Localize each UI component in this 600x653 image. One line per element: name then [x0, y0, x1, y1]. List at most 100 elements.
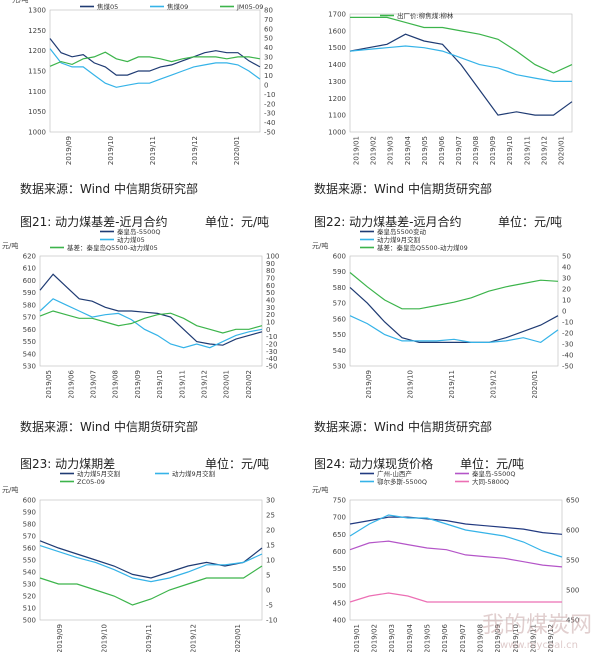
- series-line: [349, 540, 563, 568]
- series-line: [39, 273, 263, 346]
- y-tick-label: 600: [333, 548, 346, 556]
- source-text: 数据来源：Wind 中信期货研究部: [314, 420, 492, 434]
- x-tick-label: 2019/10: [406, 370, 414, 398]
- y2-tick-label: 40: [562, 264, 571, 272]
- y-tick-label: 590: [333, 268, 346, 276]
- x-tick-label: 2019/11: [448, 370, 456, 398]
- chart-unit: 单位：元/吨: [205, 457, 270, 471]
- y2-tick-label: 450: [566, 617, 579, 625]
- y-tick-label: 620: [23, 253, 36, 261]
- y-tick-label: 580: [23, 301, 36, 309]
- chart-c1: 元/吨1000105011001150120012501300-50-40-30…: [12, 0, 275, 165]
- legend-label: ZC05-09: [77, 478, 105, 486]
- plot-frame: [349, 13, 573, 133]
- y2-tick-label: 20: [266, 311, 275, 319]
- series-line: [49, 51, 261, 67]
- y-tick-label: 530: [23, 581, 36, 589]
- x-tick-label: 2019/07: [455, 136, 463, 165]
- x-tick-label: 2019/01: [353, 624, 361, 652]
- chart-title: 图24: 动力煤现货价格: [314, 457, 434, 471]
- y2-tick-label: 0: [266, 587, 270, 595]
- y2-tick-label: 10: [266, 319, 275, 327]
- x-tick-label: 2019/02: [371, 624, 379, 652]
- y-tick-label: 1250: [28, 27, 46, 35]
- y-tick-label: 540: [23, 569, 36, 577]
- y2-tick-label: 50: [266, 289, 275, 297]
- y-tick-label: 520: [23, 593, 36, 601]
- y-tick-label: 1200: [28, 47, 46, 55]
- y-tick-label: 700: [333, 514, 346, 522]
- y2-tick-label: -5: [266, 602, 273, 610]
- y-tick-label: 500: [23, 617, 36, 625]
- series-line: [349, 286, 559, 344]
- y-tick-label: 750: [333, 497, 346, 505]
- y2-tick-label: -30: [266, 348, 277, 356]
- y-tick-label: 550: [23, 338, 36, 346]
- series-line: [349, 592, 562, 603]
- chart-c2: 1000 1100 1200 1300 1400 1500 1600 1700 2019/01 2…: [328, 11, 573, 165]
- watermark-url: www.mycoal.cn: [500, 640, 578, 651]
- y2-tick-label: -50: [562, 363, 573, 371]
- series-line: [349, 272, 559, 310]
- series-line: [49, 48, 261, 88]
- y-tick-label: 1150: [28, 68, 46, 76]
- legend-label: 动力煤9月交割: [172, 470, 216, 478]
- plot-frame: [349, 255, 559, 367]
- series-line: [349, 516, 563, 535]
- y-tick-label: 580: [333, 284, 346, 292]
- y2-tick-label: 0: [562, 308, 566, 316]
- x-tick-label: 2019/09: [489, 136, 497, 165]
- y-tick-label: 500: [333, 582, 346, 590]
- legend-label: 动力煤9月交割: [377, 235, 421, 244]
- x-tick-label: 2019/10: [156, 370, 164, 398]
- x-tick-label: 2019/02: [370, 136, 378, 165]
- x-tick-label: 2019/12: [189, 624, 197, 652]
- x-tick-label: 2019/12: [540, 136, 548, 165]
- series-line: [349, 315, 559, 344]
- y-tick-label: 550: [333, 565, 346, 573]
- chart-unit: 单位：元/吨: [498, 215, 563, 229]
- legend-label: 动力煤5月交割: [77, 470, 121, 478]
- panel-c24: 图24: 动力煤现货价格 单位：元/吨 元/吨 400 450 500 550 600 65…: [300, 452, 600, 652]
- y2-tick-label: 0: [266, 326, 270, 334]
- chart-title: 图21: 动力煤基差-近月合约: [20, 215, 168, 229]
- x-tick-label: 2019/09: [134, 370, 142, 398]
- y-tick-label: 1000: [328, 129, 346, 137]
- y-tick-label: 1600: [328, 27, 346, 35]
- y2-tick-label: 50: [562, 253, 571, 261]
- x-tick-label: 2019/06: [67, 369, 75, 398]
- panel-1: 元/吨 1000 1050 1100 1150 1200 1250 1300 -50 -40 -30…: [0, 0, 300, 205]
- legend-label: JM05-09: [236, 3, 263, 11]
- y2-tick-label: 20: [264, 63, 273, 71]
- y-tick-label: 650: [333, 531, 346, 539]
- y-tick-label: 570: [23, 314, 36, 322]
- y2-tick-label: -40: [266, 355, 277, 363]
- y-tick-label: 600: [333, 253, 346, 261]
- series-line: [39, 298, 263, 349]
- x-tick-label: 2019/08: [112, 370, 120, 398]
- legend-label: 广州-山西产: [377, 470, 412, 478]
- x-tick-label: 2019/06: [441, 623, 449, 652]
- x-tick-label: 2020/01: [531, 370, 539, 398]
- panel-2: 1000 1100 1200 1300 1400 1500 1600 1700 2019/01 2…: [300, 0, 600, 205]
- legend-label: 大同-5800Q: [472, 477, 509, 486]
- x-tick-label: 2019/05: [421, 136, 429, 165]
- legend-label: 动力煤05: [117, 235, 145, 244]
- y-tick-label: 550: [333, 331, 346, 339]
- y-tick-label: 570: [333, 300, 346, 308]
- y2-tick-label: 5: [266, 572, 270, 580]
- x-tick-label: 2019/08: [477, 624, 485, 652]
- y-tick-label: 590: [23, 289, 36, 297]
- y-tick-label: 600: [23, 497, 36, 505]
- series-line: [39, 310, 263, 334]
- y2-tick-label: -10: [562, 319, 573, 327]
- y-tick-label: 540: [333, 347, 346, 355]
- x-tick-label: 2019/11: [178, 370, 186, 398]
- x-tick-label: 2019/11: [530, 624, 538, 652]
- y-tick-label: 1000: [28, 129, 46, 137]
- y2-tick-label: 550: [566, 557, 579, 565]
- y-tick-label: 400: [333, 617, 346, 625]
- y2-tick-label: 500: [566, 587, 579, 595]
- x-tick-label: 2019/09: [365, 370, 373, 398]
- y2-tick-label: 100: [266, 253, 279, 261]
